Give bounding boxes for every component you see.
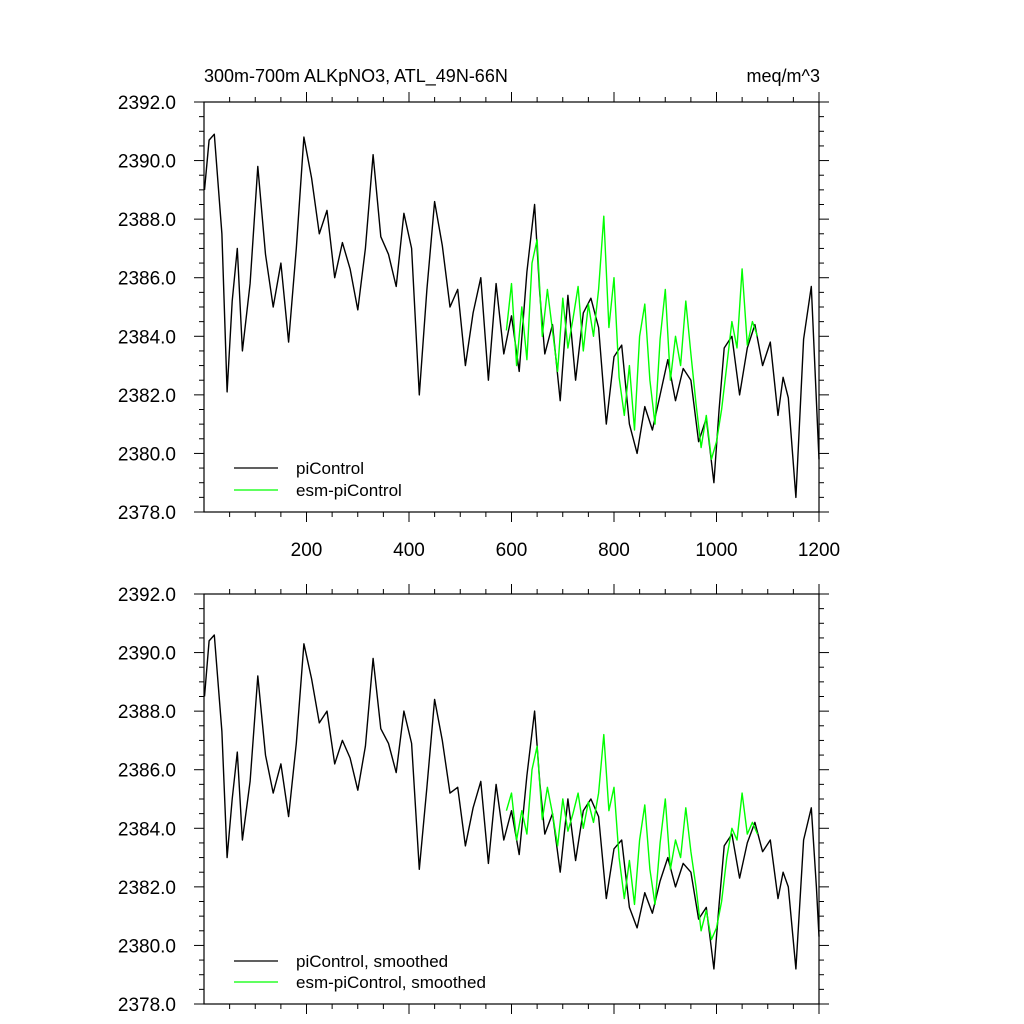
y-tick-label: 2392.0 [118, 93, 176, 114]
bottom-legend: piControl, smoothed esm-piControl, smoot… [234, 952, 486, 992]
y-tick-label: 2384.0 [118, 819, 176, 840]
top-plot-frame [203, 101, 820, 513]
series-line-esm-picontrol-smoothed [505, 733, 759, 941]
bottom-panel: 2392.0 2390.0 2388.0 2386.0 2384.0 2382.0 2380… [118, 584, 829, 1016]
y-tick-label: 2384.0 [118, 327, 176, 348]
y-tick-label: 2380.0 [118, 936, 176, 957]
y-tick-label: 2382.0 [118, 878, 176, 899]
x-tick-label: 1000 [695, 540, 737, 561]
y-tick-label: 2386.0 [118, 761, 176, 782]
series-line-esm-picontrol [505, 215, 759, 460]
top-panel-series [203, 133, 820, 499]
x-tick-label: 600 [496, 540, 528, 561]
bottom-panel-ticks: 2392.0 2390.0 2388.0 2386.0 2384.0 2382.0 2380… [118, 584, 829, 1016]
legend-label-esm-picontrol: esm-piControl [296, 481, 402, 500]
legend-label-picontrol: piControl [296, 459, 364, 478]
x-tick-label: 1200 [798, 540, 840, 561]
series-line-picontrol-smoothed [203, 634, 820, 970]
top-panel: 2392.0 2390.0 2388.0 2386.0 2384.0 2382.0 2380… [118, 92, 840, 561]
bottom-panel-series [203, 634, 820, 970]
x-tick-label: 400 [393, 540, 425, 561]
top-legend: piControl esm-piControl [234, 459, 402, 500]
y-tick-label: 2388.0 [118, 210, 176, 231]
y-tick-label: 2386.0 [118, 269, 176, 290]
series-line-picontrol [203, 133, 820, 499]
y-tick-label: 2378.0 [118, 503, 176, 524]
y-tick-label: 2380.0 [118, 444, 176, 465]
legend-label-picontrol-smoothed: piControl, smoothed [296, 952, 448, 971]
y-tick-label: 2390.0 [118, 152, 176, 173]
y-tick-label: 2390.0 [118, 644, 176, 665]
x-tick-label: 800 [598, 540, 630, 561]
y-tick-label: 2382.0 [118, 386, 176, 407]
y-tick-label: 2388.0 [118, 702, 176, 723]
units-label: meq/m^3 [747, 66, 820, 86]
y-tick-label: 2392.0 [118, 585, 176, 606]
legend-label-esm-picontrol-smoothed: esm-piControl, smoothed [296, 973, 486, 992]
top-panel-ticks: 2392.0 2390.0 2388.0 2386.0 2384.0 2382.0 2380… [118, 92, 840, 561]
chart-title: 300m-700m ALKpNO3, ATL_49N-66N [204, 66, 508, 87]
y-tick-label: 2378.0 [118, 995, 176, 1016]
x-tick-label: 200 [291, 540, 323, 561]
